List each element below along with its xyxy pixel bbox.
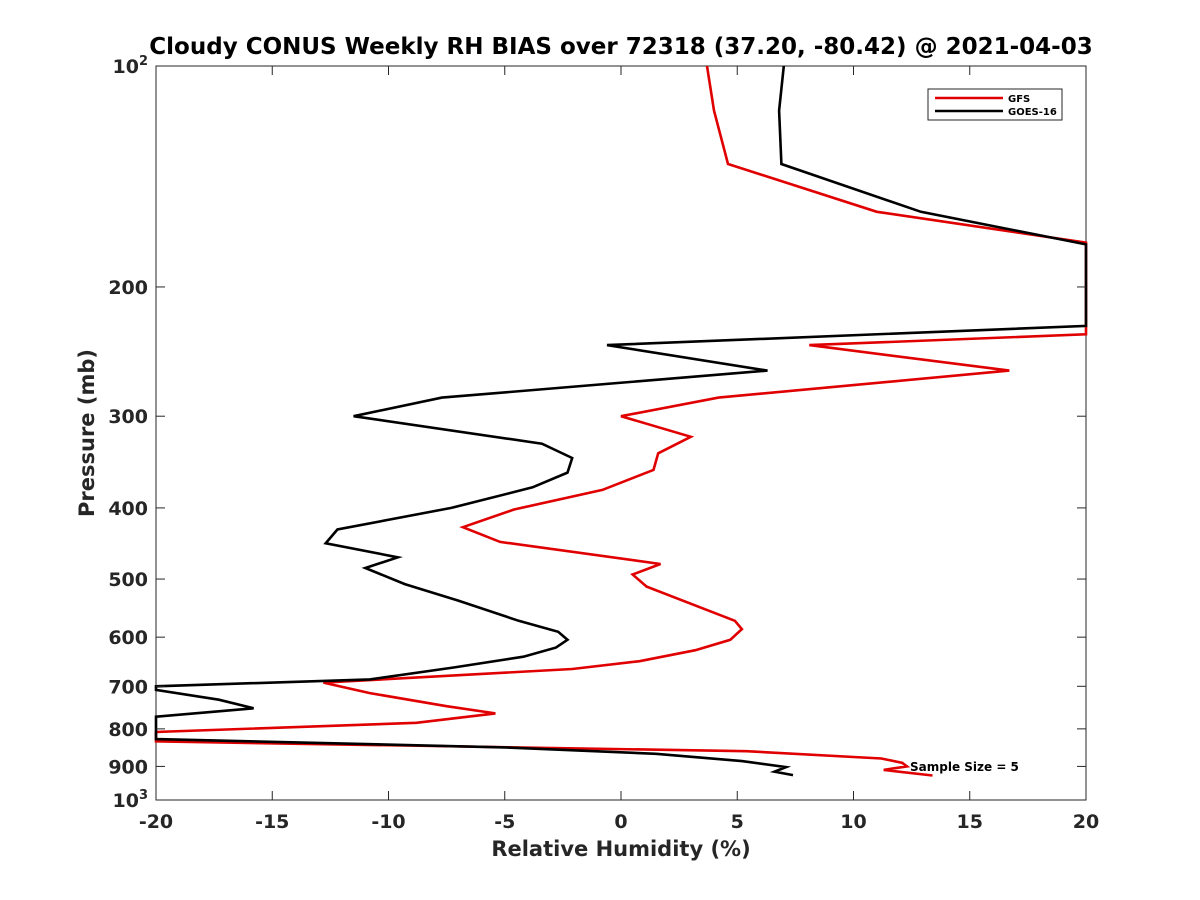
x-tick-label: -15 [255,811,289,833]
x-axis-label: Relative Humidity (%) [491,837,750,861]
y-tick-label: 300 [108,406,148,428]
y-axis: 102 200 300 400 500 600 700 800 900 103 [108,54,1086,812]
legend: GFS GOES-16 [927,88,1063,121]
x-tick-label: -10 [371,811,405,833]
x-tick-label: 15 [957,811,983,833]
legend-label: GOES-16 [1008,107,1057,118]
series-line-gfs [154,65,1088,777]
legend-label: GFS [1008,94,1030,105]
y-tick-label: 500 [108,569,148,591]
series-line-goes-16 [154,65,1088,777]
x-tick-label: 0 [614,811,627,833]
y-axis-label: Pressure (mb) [75,349,99,517]
x-tick-label: 10 [840,811,866,833]
x-axis: -20 -15 -10 -5 0 5 10 15 20 [139,66,1099,833]
y-tick-label: 102 [113,54,149,78]
y-tick-label: 103 [113,788,149,812]
y-tick-label: 700 [108,676,148,698]
y-tick-label: 600 [108,627,148,649]
series-layer [154,65,1088,777]
legend-box [927,88,1063,121]
sample-size-annotation: Sample Size = 5 [910,760,1019,774]
y-tick-label: 800 [108,719,148,741]
x-tick-label: -20 [139,811,173,833]
y-tick-label: 200 [108,277,148,299]
x-tick-label: 5 [731,811,744,833]
plot-frame [155,65,1087,801]
chart-title: Cloudy CONUS Weekly RH BIAS over 72318 (… [149,34,1092,60]
y-tick-label: 900 [108,756,148,778]
x-tick-label: 20 [1073,811,1099,833]
y-tick-label: 400 [108,498,148,520]
x-tick-label: -5 [494,811,515,833]
plot-area [154,65,1088,801]
